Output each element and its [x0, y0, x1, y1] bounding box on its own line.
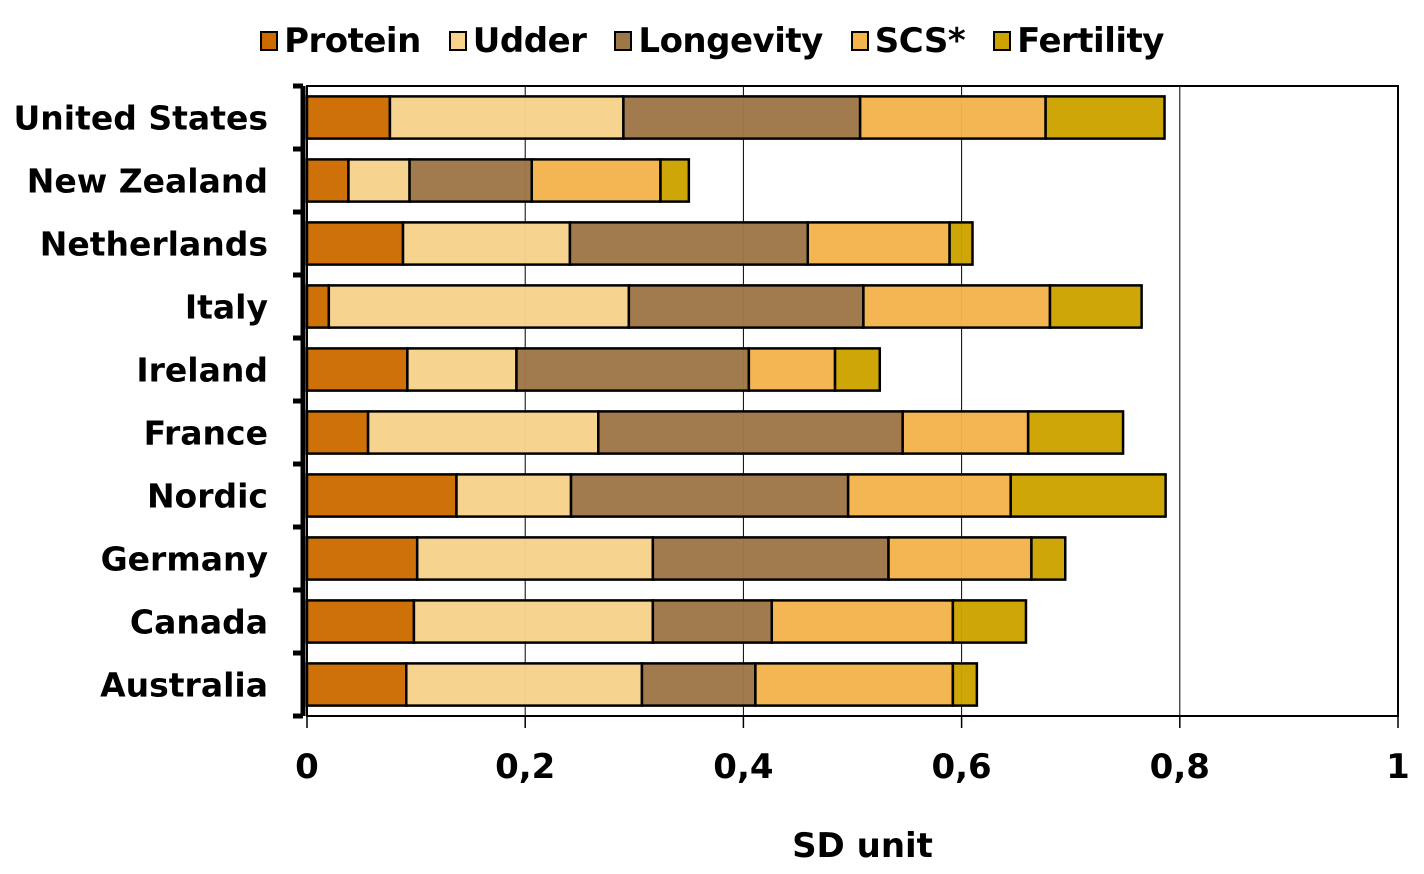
bar-segment-scs — [858, 95, 1047, 140]
bar-segment-longevity — [622, 95, 862, 140]
bar-segment-longevity — [408, 158, 533, 203]
x-tick-label: 0,4 — [713, 747, 773, 787]
bar-segment-protein — [305, 284, 331, 329]
bar-segment-protein — [305, 536, 419, 581]
bar-segment-scs — [901, 410, 1030, 455]
bar-segment-protein — [305, 158, 350, 203]
category-label: Australia — [100, 666, 268, 705]
bar-segment-longevity — [640, 662, 757, 707]
bar-segment-protein — [305, 95, 392, 140]
bar-segment-udder — [401, 221, 572, 266]
category-label: United States — [14, 99, 268, 138]
bar-segment-longevity — [627, 284, 865, 329]
x-tick-label: 0,8 — [1150, 747, 1210, 787]
bar-segment-longevity — [651, 599, 774, 644]
bar-segment-scs — [754, 662, 955, 707]
bar-segment-longevity — [597, 410, 904, 455]
category-label: Ireland — [136, 351, 268, 390]
bar-segment-fertility — [1009, 473, 1167, 518]
category-label: France — [144, 414, 268, 453]
bar-segment-protein — [305, 221, 405, 266]
bar-segment-scs — [862, 284, 1052, 329]
bar-segment-scs — [846, 473, 1012, 518]
legend-swatch — [614, 31, 633, 51]
bar-segment-udder — [406, 347, 518, 392]
bar-segment-udder — [366, 410, 600, 455]
legend-item: SCS* — [850, 21, 966, 61]
legend-swatch — [260, 31, 279, 51]
legend-label: Longevity — [638, 21, 823, 61]
bar-segment-fertility — [833, 347, 882, 392]
bar-segment-scs — [806, 221, 951, 266]
legend-label: Fertility — [1017, 21, 1164, 61]
legend-swatch — [448, 31, 467, 51]
bar-segment-udder — [412, 599, 655, 644]
category-label: Nordic — [147, 477, 268, 516]
bar-segment-udder — [327, 284, 631, 329]
category-label: Netherlands — [40, 225, 268, 264]
x-tick-label: 0,2 — [495, 747, 555, 787]
bar-segment-longevity — [568, 221, 810, 266]
x-tick-label: 0 — [295, 747, 319, 787]
x-axis-title: SD unit — [792, 826, 933, 866]
bar-segment-scs — [770, 599, 955, 644]
bar-segment-longevity — [651, 536, 890, 581]
legend-swatch — [850, 31, 869, 51]
bar-segment-protein — [305, 599, 416, 644]
bar-segment-protein — [305, 410, 370, 455]
bar-segment-fertility — [948, 221, 974, 266]
bar-segment-protein — [305, 662, 408, 707]
bar-segment-protein — [305, 347, 409, 392]
category-label: Canada — [130, 603, 268, 642]
legend: Protein Udder Longevity SCS* Fertility — [0, 18, 1424, 64]
legend-label: SCS* — [874, 21, 966, 61]
bar-segment-scs — [747, 347, 837, 392]
bar-segment-fertility — [1048, 284, 1143, 329]
legend-swatch — [993, 31, 1012, 51]
legend-item: Protein — [260, 21, 421, 61]
category-label: Italy — [185, 288, 268, 327]
bar-segment-longevity — [569, 473, 850, 518]
bar-segment-scs — [887, 536, 1033, 581]
bar-segment-fertility — [1030, 536, 1067, 581]
legend-label: Protein — [284, 21, 421, 61]
bar-segment-udder — [455, 473, 573, 518]
legend-item: Fertility — [993, 21, 1164, 61]
bar-segment-fertility — [659, 158, 691, 203]
bar-segment-fertility — [951, 599, 1028, 644]
x-tick-label: 0,6 — [931, 747, 991, 787]
category-label: Germany — [101, 540, 268, 579]
bar-segment-fertility — [951, 662, 979, 707]
legend-label: Udder — [472, 21, 587, 61]
legend-item: Longevity — [614, 21, 823, 61]
bar-segment-fertility — [1026, 410, 1125, 455]
category-label: New Zealand — [27, 162, 268, 201]
bar-segment-fertility — [1044, 95, 1166, 140]
bar-segment-udder — [405, 662, 644, 707]
bar-segment-protein — [305, 473, 458, 518]
bar-segment-longevity — [515, 347, 751, 392]
bar-segment-udder — [388, 95, 625, 140]
bar-segment-udder — [347, 158, 411, 203]
legend-item: Udder — [448, 21, 587, 61]
bar-segment-scs — [530, 158, 662, 203]
x-tick-label: 1 — [1386, 747, 1410, 787]
bar-segment-udder — [415, 536, 655, 581]
